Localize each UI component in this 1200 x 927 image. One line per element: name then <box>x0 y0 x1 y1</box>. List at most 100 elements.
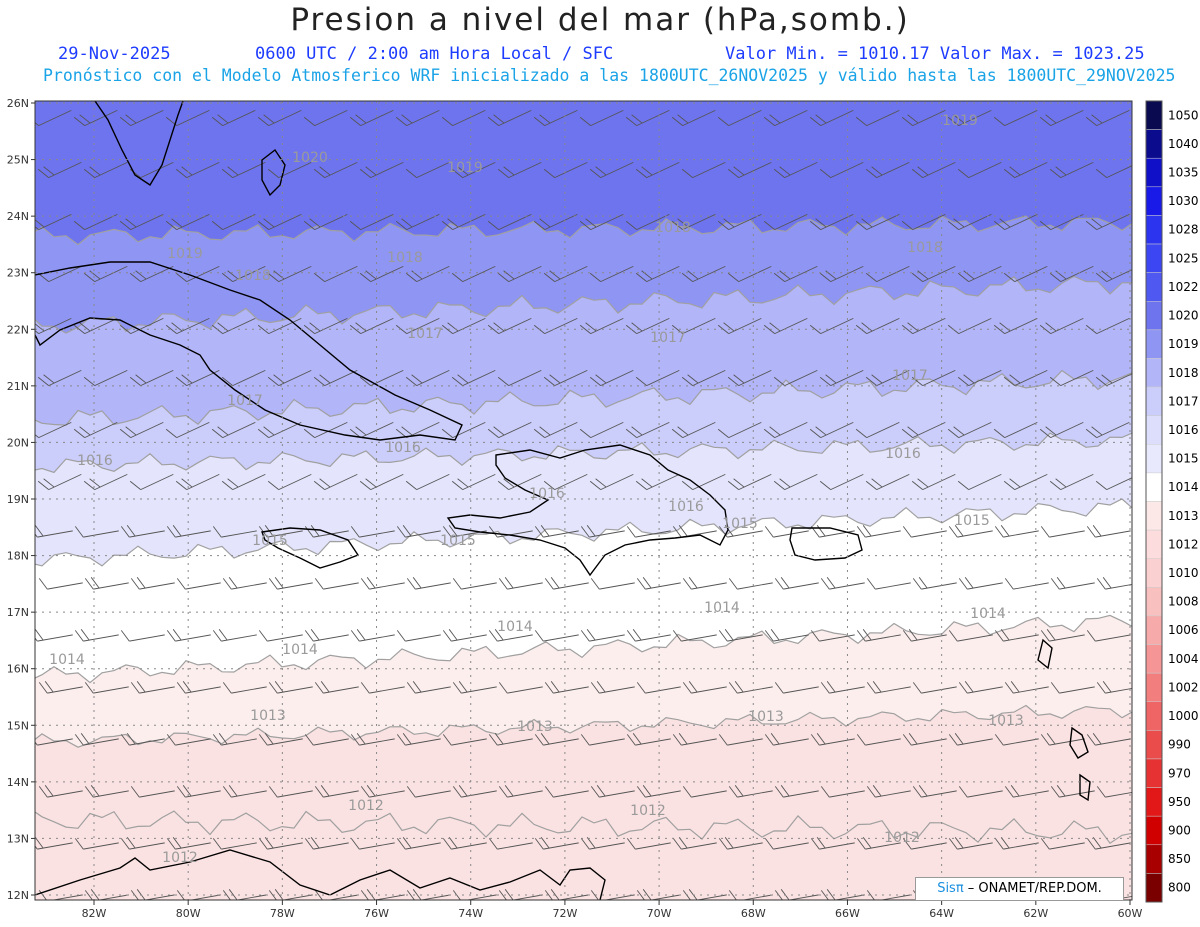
lat-label: 16N <box>7 663 29 676</box>
wind-barb <box>774 577 819 590</box>
wind-barb <box>487 109 532 127</box>
colorbar-label: 800 <box>1168 881 1191 895</box>
wind-barb <box>580 525 625 538</box>
wind-barb <box>452 578 497 590</box>
wind-barb <box>626 526 671 538</box>
wind-barb <box>533 421 578 439</box>
coast-cuba <box>35 261 463 441</box>
wind-barb <box>73 421 118 439</box>
wind-barb <box>589 265 634 283</box>
wind-barb <box>580 837 625 850</box>
wind-barb <box>958 681 1003 694</box>
colorbar-label: 1019 <box>1168 337 1199 351</box>
wind-barb <box>120 733 165 746</box>
coast-lesser-antilles-1 <box>1037 638 1053 670</box>
wind-barb <box>406 577 451 590</box>
wind-barb <box>37 369 82 387</box>
contour-label: 1012 <box>630 803 666 819</box>
wind-barb <box>947 421 992 439</box>
wind-barb <box>579 421 624 439</box>
wind-barb <box>1039 109 1084 127</box>
lon-label: 64W <box>929 907 954 920</box>
contour-label: 1013 <box>517 719 553 735</box>
colorbar-label: 970 <box>1168 766 1191 780</box>
coast-puerto-rico <box>789 527 863 561</box>
wind-barb <box>83 473 128 491</box>
lat-label: 14N <box>7 776 29 789</box>
contour-label: 1020 <box>292 150 328 166</box>
wind-barb <box>314 578 359 590</box>
lon-label: 76W <box>364 907 389 920</box>
wind-barb <box>589 369 634 387</box>
wind-barb <box>717 317 762 335</box>
wind-barb <box>763 109 808 127</box>
wind-barb <box>856 734 901 746</box>
wind-barb <box>487 421 532 439</box>
wind-barb <box>303 421 348 439</box>
wind-barb <box>395 213 440 231</box>
wind-barb <box>313 161 358 179</box>
wind-barb <box>304 734 349 746</box>
contour-label: 1016 <box>885 446 921 462</box>
wind-barb <box>119 213 164 231</box>
wind-barb <box>166 525 211 538</box>
wind-barb <box>948 837 993 850</box>
wind-barb <box>84 785 129 798</box>
wind-barb <box>728 578 773 590</box>
wind-barb <box>497 265 542 283</box>
wind-barb <box>1086 630 1131 642</box>
wind-barb <box>119 317 164 335</box>
wind-barb <box>359 369 404 387</box>
wind-barb <box>313 369 358 387</box>
longitude-axis: 82W 80W 78W 76W 74W 72W 70W 68W 66W 64W 62W 60W <box>82 900 1143 920</box>
colorbar-label: 1022 <box>1168 280 1199 294</box>
contour-label: 1016 <box>529 486 565 502</box>
wind-barb <box>360 785 405 798</box>
wind-barb <box>1003 369 1048 387</box>
wind-barb <box>35 421 72 439</box>
wind-barb <box>533 213 578 231</box>
wind-barb <box>635 473 680 491</box>
wind-barb <box>165 421 210 439</box>
wind-barb <box>406 889 451 900</box>
contour-label: 1014 <box>282 642 318 658</box>
wind-barb <box>534 837 579 850</box>
wind-barb <box>441 213 486 231</box>
wind-barb <box>1039 421 1084 439</box>
wind-barb <box>1095 473 1132 491</box>
colorbar-frame <box>1145 100 1163 903</box>
wind-barb <box>314 681 359 694</box>
wind-barb <box>212 838 257 850</box>
wind-barb <box>672 837 717 850</box>
colorbar-swatch <box>1145 815 1163 846</box>
wind-barb <box>176 890 221 900</box>
lat-label: 22N <box>7 323 29 336</box>
wind-barb <box>396 630 441 642</box>
colorbar-label: 1040 <box>1168 137 1199 151</box>
wind-barb <box>130 786 175 798</box>
wind-barb <box>451 473 496 491</box>
wind-barb <box>120 525 165 538</box>
colorbar-swatch <box>1145 186 1163 216</box>
contour-label: 1017 <box>892 368 928 384</box>
wind-barb <box>994 734 1039 746</box>
wind-barb <box>35 837 73 850</box>
wind-barb <box>211 109 256 127</box>
wind-barb <box>579 317 624 335</box>
contour-label: 1015 <box>722 516 758 532</box>
contour-label: 1014 <box>497 619 533 635</box>
wind-barb <box>73 317 118 335</box>
wind-barb <box>176 681 221 694</box>
wind-barb <box>130 577 175 590</box>
colorbar-label: 850 <box>1168 852 1191 866</box>
contour-label: 1017 <box>407 326 443 342</box>
wind-barb <box>671 109 716 127</box>
wind-barb <box>718 837 763 850</box>
wind-barb <box>636 682 681 694</box>
wind-barb <box>902 733 947 746</box>
wind-barb <box>452 681 497 694</box>
colorbar-swatch <box>1145 157 1163 188</box>
wind-barb <box>488 838 533 850</box>
wind-barb <box>773 369 818 387</box>
